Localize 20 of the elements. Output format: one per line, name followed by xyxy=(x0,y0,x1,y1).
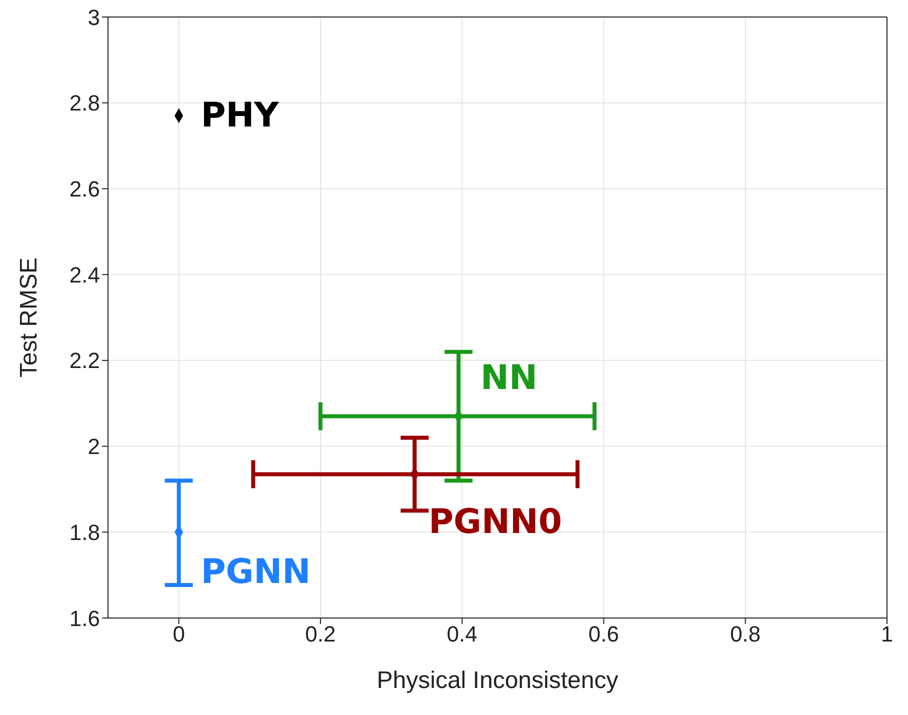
y-tick-label: 1.6 xyxy=(69,606,100,631)
y-tick-label: 2.2 xyxy=(69,348,100,374)
y-tick-label: 1.8 xyxy=(69,520,100,545)
x-tick-label: 0.2 xyxy=(305,622,336,647)
x-tick-label: 0.4 xyxy=(446,622,478,647)
series-label: NN xyxy=(480,358,538,398)
y-tick-label: 2.8 xyxy=(69,90,100,116)
y-tick-label: 2.6 xyxy=(69,176,100,202)
x-axis-title: Physical Inconsistency xyxy=(376,667,618,694)
series-label: PHY xyxy=(200,96,280,136)
y-tick-label: 2 xyxy=(88,434,100,460)
y-tick-label: 3 xyxy=(88,4,100,30)
x-tick-label: 0.8 xyxy=(730,622,761,647)
series-label: PGNN xyxy=(200,552,311,592)
x-tick-label: 0 xyxy=(172,622,185,647)
x-tick-label: 0.6 xyxy=(588,622,620,647)
y-tick-label: 2.4 xyxy=(69,262,100,288)
y-axis-title: Test RMSE xyxy=(16,257,43,378)
x-tick-label: 1 xyxy=(880,622,894,647)
series-label: PGNN0 xyxy=(428,502,562,542)
